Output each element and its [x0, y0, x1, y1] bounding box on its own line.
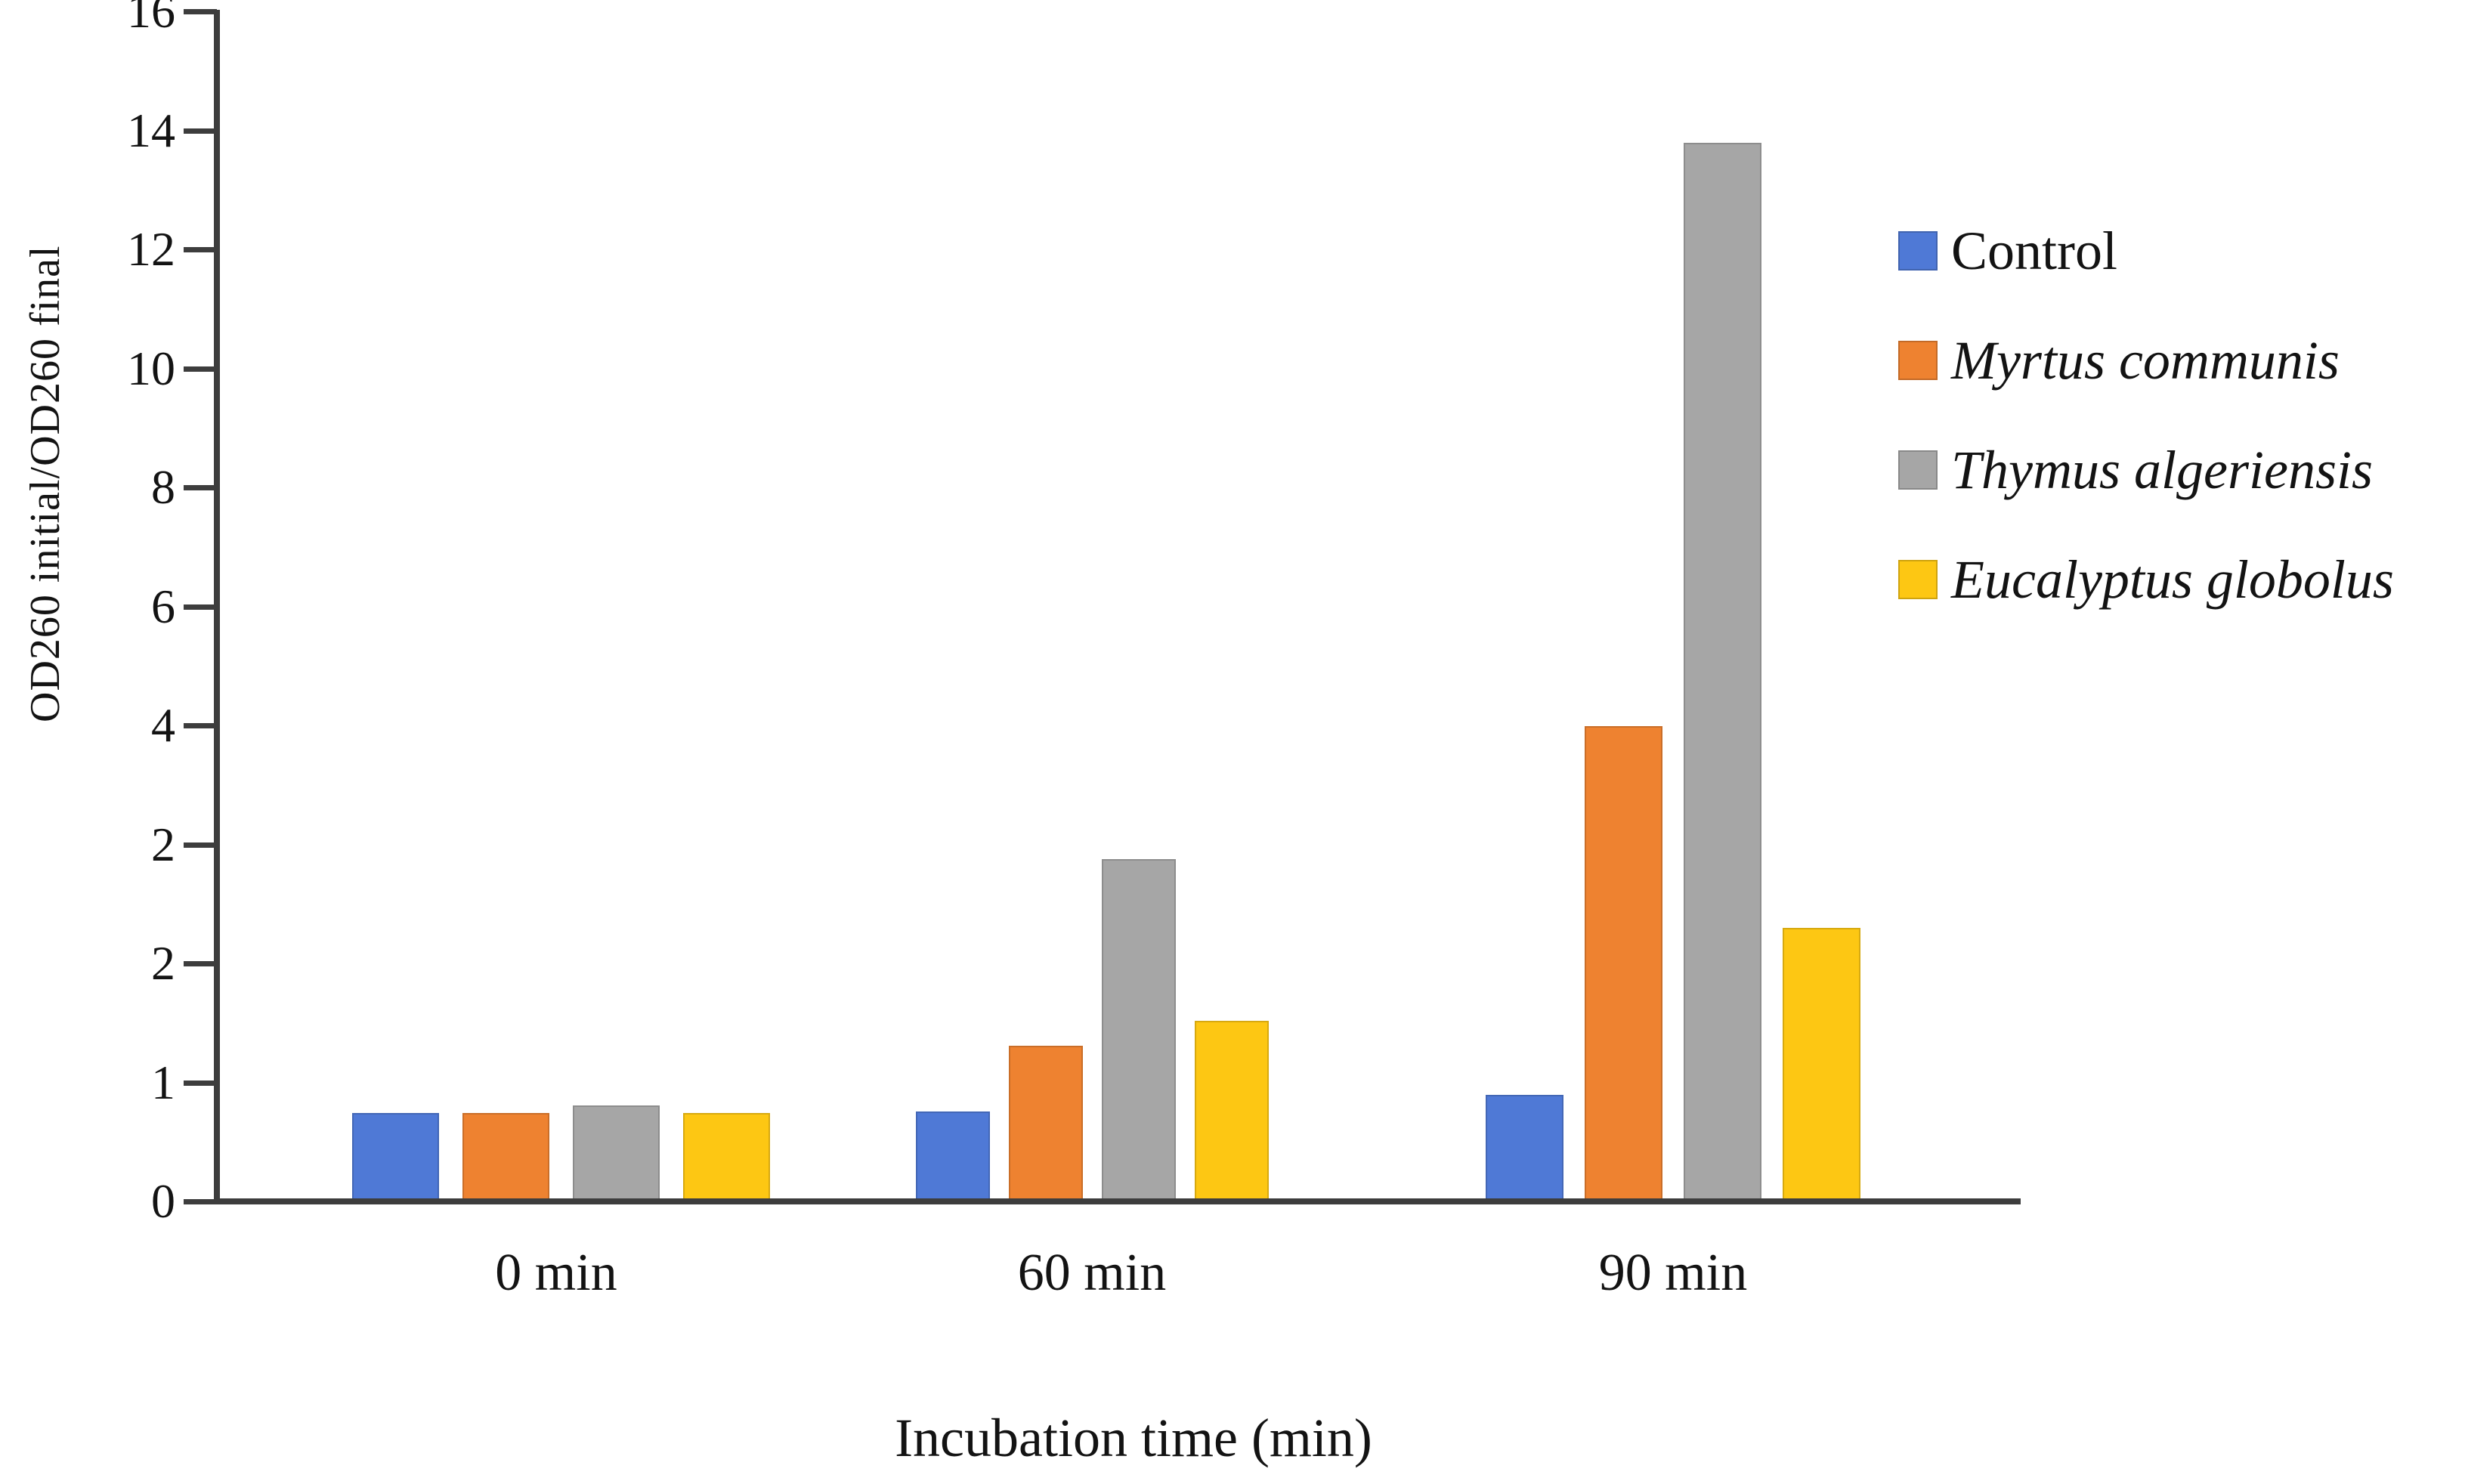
y-tick-mark: [184, 366, 217, 372]
bar-myrtus-communis-90-min: [1585, 726, 1662, 1198]
legend-swatch-icon: [1898, 341, 1938, 380]
bar-control-0-min: [352, 1113, 439, 1198]
legend-item-control: Control: [1898, 221, 2117, 281]
y-tick-label: 2: [151, 936, 175, 990]
bar-thymus-algeriensis-90-min: [1684, 143, 1761, 1198]
y-tick-label: 0: [151, 1174, 175, 1228]
x-axis-line: [214, 1198, 2021, 1204]
bar-eucalyptus-globolus-0-min: [683, 1113, 770, 1198]
y-tick-label: 14: [127, 104, 175, 157]
y-tick-label: 1: [151, 1056, 175, 1109]
y-tick-mark: [184, 485, 217, 490]
y-tick-label: 2: [151, 818, 175, 871]
plot-area: 16 14 12 10 8 6 4 2 2 1 0: [127, 0, 2021, 1226]
y-tick-mark: [184, 723, 217, 728]
x-category-label-60-min: 60 min: [1017, 1244, 1167, 1302]
y-tick-label: 6: [151, 580, 175, 633]
legend-item-myrtus-communis: Myrtus communis: [1898, 330, 2340, 391]
y-tick-label: 8: [151, 460, 175, 514]
legend-label: Myrtus communis: [1951, 329, 2340, 391]
legend-label: Thymus algeriensis: [1951, 439, 2373, 500]
legend-swatch-icon: [1898, 450, 1938, 490]
y-tick-mark: [184, 247, 217, 252]
y-tick-mark: [184, 1081, 217, 1086]
bar-eucalyptus-globolus-60-min: [1195, 1021, 1269, 1198]
legend-item-thymus-algeriensis: Thymus algeriensis: [1898, 440, 2373, 500]
y-tick-label: 16: [127, 0, 175, 38]
y-tick-label: 12: [127, 222, 175, 276]
bar-eucalyptus-globolus-90-min: [1783, 928, 1860, 1198]
x-category-label-90-min: 90 min: [1598, 1244, 1748, 1302]
y-tick-mark: [184, 604, 217, 610]
x-category-label-0-min: 0 min: [495, 1244, 617, 1302]
legend-swatch-icon: [1898, 560, 1938, 599]
bar-control-90-min: [1486, 1095, 1563, 1198]
bar-thymus-algeriensis-0-min: [573, 1105, 660, 1198]
y-tick-label: 10: [127, 342, 175, 395]
legend-swatch-icon: [1898, 231, 1938, 271]
y-tick-label: 4: [151, 698, 175, 752]
legend-item-eucalyptus-globolus: Eucalyptus globolus: [1898, 549, 2394, 610]
bar-control-60-min: [916, 1111, 990, 1198]
legend-label: Control: [1951, 220, 2118, 281]
x-axis-title: Incubation time (min): [895, 1408, 1372, 1468]
legend-label: Eucalyptus globolus: [1951, 549, 2394, 610]
bar-myrtus-communis-60-min: [1009, 1046, 1083, 1198]
y-tick-mark: [184, 961, 217, 966]
y-tick-mark: [184, 9, 217, 14]
y-axis-line: [214, 10, 220, 1204]
bar-myrtus-communis-0-min: [462, 1113, 549, 1198]
y-tick-mark: [184, 842, 217, 848]
bar-thymus-algeriensis-60-min: [1102, 859, 1176, 1198]
legend: Control Myrtus communis Thymus algeriensis…: [1898, 0, 2465, 680]
y-tick-mark: [184, 128, 217, 134]
y-tick-mark: [184, 1199, 217, 1204]
